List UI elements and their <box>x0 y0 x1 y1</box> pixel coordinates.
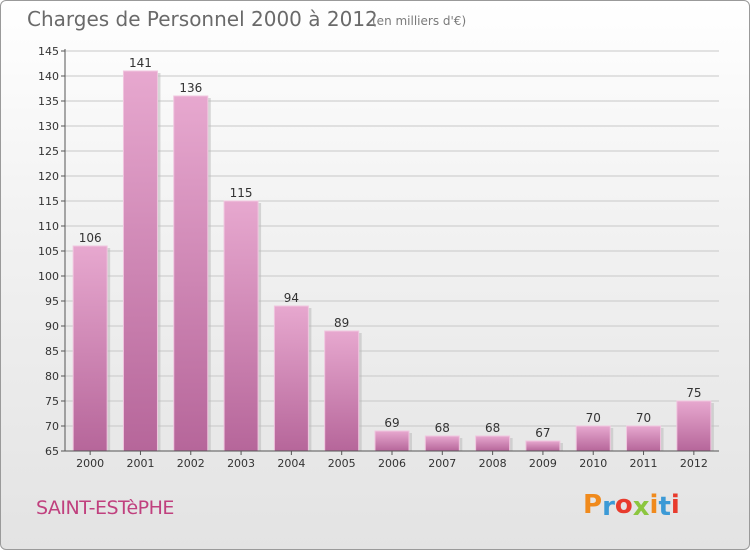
y-tick-label: 115 <box>38 195 59 208</box>
bar-2010 <box>575 425 611 452</box>
data-label: 136 <box>179 81 202 95</box>
data-labels: 106 141 136 115 94 89 69 68 68 67 70 70 75 <box>79 56 702 440</box>
data-label: 70 <box>586 411 601 425</box>
y-tick-label: 130 <box>38 120 59 133</box>
logo-letter: P <box>583 490 603 520</box>
y-tick-label: 140 <box>38 70 59 83</box>
data-label: 89 <box>334 316 349 330</box>
y-tick-label: 85 <box>45 345 59 358</box>
y-tick-label: 105 <box>38 245 59 258</box>
bars <box>72 70 714 452</box>
data-label: 68 <box>435 421 450 435</box>
x-tick-label: 2008 <box>479 457 507 470</box>
bar-2011 <box>626 425 662 452</box>
data-label: 106 <box>79 231 102 245</box>
bar-2005 <box>324 330 360 452</box>
x-tick-label: 2010 <box>579 457 607 470</box>
x-tick-label: 2004 <box>277 457 305 470</box>
data-label: 67 <box>535 426 550 440</box>
grid-lines <box>65 50 719 427</box>
logo-letter: t <box>658 492 671 522</box>
y-tick-label: 120 <box>38 170 59 183</box>
logo-letter: i <box>670 490 680 520</box>
logo-letter: i <box>649 490 659 520</box>
x-tick-label: 2005 <box>328 457 356 470</box>
bar-2012 <box>676 400 712 452</box>
logo-letter: x <box>632 492 650 522</box>
bar-2003 <box>223 200 259 452</box>
bar-2007 <box>424 435 460 452</box>
bar-2000 <box>72 245 108 452</box>
axes <box>61 49 719 455</box>
y-tick-label: 125 <box>38 145 59 158</box>
data-label: 75 <box>686 386 701 400</box>
bar-2006 <box>374 430 410 452</box>
chart-subtitle: (en milliers d'€) <box>372 14 467 28</box>
x-tick-label: 2006 <box>378 457 406 470</box>
data-label: 70 <box>636 411 651 425</box>
y-tick-label: 135 <box>38 95 59 108</box>
x-tick-label: 2011 <box>630 457 658 470</box>
bar-2004 <box>273 305 309 452</box>
y-tick-label: 70 <box>45 420 59 433</box>
x-tick-label: 2009 <box>529 457 557 470</box>
bar-2009 <box>525 440 561 452</box>
data-label: 94 <box>284 291 299 305</box>
y-tick-label: 110 <box>38 220 59 233</box>
proxiti-logo[interactable]: Proxiti <box>583 490 680 522</box>
x-tick-label: 2007 <box>428 457 456 470</box>
x-tick-label: 2000 <box>76 457 104 470</box>
y-tick-label: 65 <box>45 445 59 458</box>
bar-2008 <box>475 435 511 452</box>
logo-letter: o <box>614 490 633 520</box>
data-label: 68 <box>485 421 500 435</box>
y-tick-label: 145 <box>38 45 59 58</box>
bar-2001 <box>122 70 158 452</box>
chart-title: Charges de Personnel 2000 à 2012 <box>27 7 378 31</box>
y-tick-labels: 65 70 75 80 85 90 95 100 105 110 115 120 125 130 135 14… <box>38 45 59 458</box>
y-tick-label: 90 <box>45 320 59 333</box>
y-tick-label: 95 <box>45 295 59 308</box>
y-tick-label: 100 <box>38 270 59 283</box>
y-tick-label: 75 <box>45 395 59 408</box>
x-tick-label: 2003 <box>227 457 255 470</box>
x-tick-label: 2001 <box>126 457 154 470</box>
data-label: 141 <box>129 56 152 70</box>
data-label: 115 <box>230 186 253 200</box>
bar-2002 <box>173 95 209 452</box>
commune-name: SAINT-ESTèPHE <box>36 497 174 519</box>
x-tick-label: 2002 <box>177 457 205 470</box>
y-tick-label: 80 <box>45 370 59 383</box>
logo-letter: r <box>602 492 615 522</box>
x-tick-label: 2012 <box>680 457 708 470</box>
data-label: 69 <box>384 416 399 430</box>
x-tick-labels: 2000 2001 2002 2003 2004 2005 2006 2007 2008 2009… <box>76 457 708 470</box>
